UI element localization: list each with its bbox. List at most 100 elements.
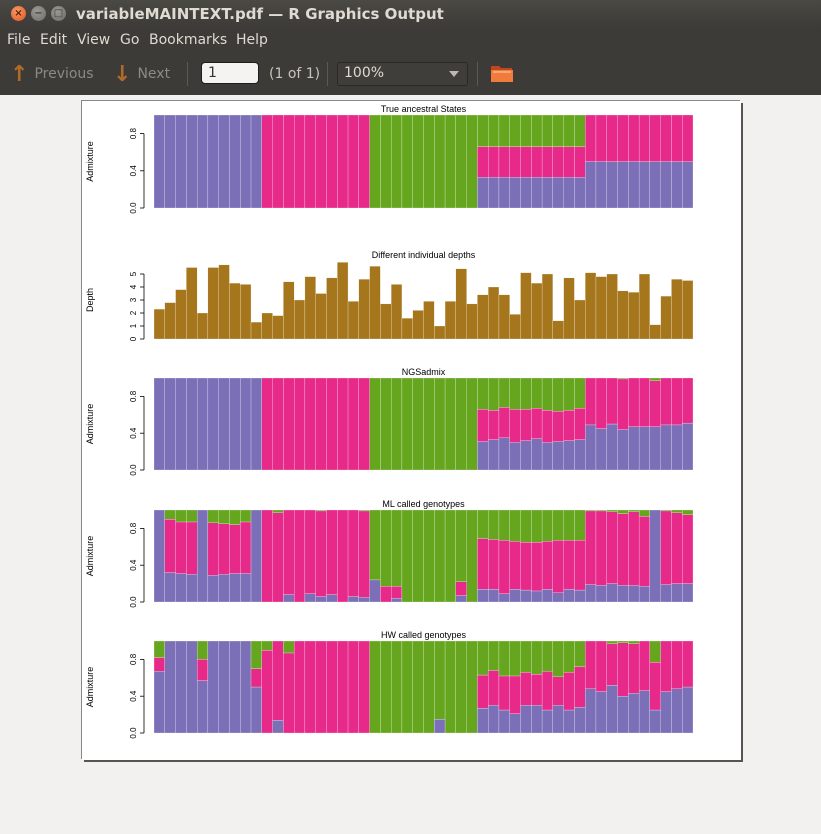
bar-segment	[552, 640, 564, 678]
bar-segment	[671, 161, 683, 209]
bar-segment	[628, 292, 640, 340]
bar-segment	[574, 540, 586, 591]
bar-segment	[541, 410, 553, 443]
chart-panel-2: Different individual depths Depth 0 1 2 3 4 5	[85, 250, 694, 341]
bar-segment	[326, 114, 338, 209]
bar-segment	[660, 691, 672, 734]
menu-edit[interactable]: Edit	[40, 32, 68, 48]
menu-view[interactable]: View	[77, 32, 111, 48]
bar-segment	[660, 161, 672, 209]
bar-segment	[272, 719, 284, 734]
y-tick-label: 0.0	[129, 727, 138, 739]
bar-segment	[444, 640, 456, 734]
open-folder-icon[interactable]	[490, 63, 514, 83]
bar-segment	[660, 584, 672, 603]
bar-segment	[207, 509, 219, 524]
menu-help[interactable]: Help	[236, 32, 268, 48]
bar-segment	[391, 640, 403, 734]
y-tick-label: 1	[129, 323, 138, 328]
bar-segment	[315, 509, 327, 512]
bar-segment	[218, 640, 230, 734]
bar-segment	[326, 640, 338, 734]
bar-segment	[531, 282, 543, 340]
bar-segment	[671, 583, 683, 603]
bar-segment	[541, 273, 553, 340]
menu-go[interactable]: Go	[120, 32, 140, 48]
chart-panel-1: True ancestral States Admixture 0.0 0.4 0.8	[85, 104, 694, 214]
bar-segment	[423, 509, 435, 603]
bar-segment	[541, 541, 553, 590]
bar-segment	[617, 290, 629, 340]
bar-segment	[477, 441, 489, 471]
chart-panel-3: NGSadmix Admixture 0.0 0.4 0.8	[85, 367, 694, 476]
bar-segment	[520, 272, 532, 340]
bar-segment	[660, 509, 672, 512]
bar-segment	[380, 509, 392, 587]
bar-segment	[498, 437, 510, 471]
bar-segment	[498, 294, 510, 340]
bar-segment	[358, 377, 370, 471]
bar-segment	[682, 583, 694, 603]
bar-segment	[628, 643, 640, 694]
zoom-select[interactable]: 100%	[337, 62, 468, 86]
bar-segment	[531, 542, 543, 592]
bar-segment	[541, 509, 553, 542]
y-tick-label: 0.8	[129, 390, 138, 402]
window-title: variableMAINTEXT.pdf — R Graphics Output	[76, 5, 444, 23]
bar-segment	[261, 650, 273, 734]
bar-segment	[606, 640, 618, 644]
bar-segment	[541, 671, 553, 711]
maximize-window-button[interactable]: □	[51, 6, 66, 21]
bar-segment	[617, 161, 629, 209]
bar-segment	[585, 509, 597, 512]
bar-segment	[401, 640, 413, 734]
bar-segment	[520, 440, 532, 471]
page-number-input[interactable]	[201, 62, 259, 84]
bar-segment	[347, 509, 359, 597]
bar-segment	[520, 114, 532, 147]
bar-segment	[617, 114, 629, 162]
bar-segment	[218, 523, 230, 575]
chart-title: True ancestral States	[381, 104, 467, 114]
bar-segment	[585, 510, 597, 585]
bar-segment	[229, 524, 241, 574]
bar-segment	[391, 377, 403, 471]
bar-segment	[509, 146, 521, 178]
bar-segment	[552, 540, 564, 593]
bar-segment	[207, 575, 219, 603]
bar-segment	[509, 509, 521, 542]
bar-segment	[218, 509, 230, 524]
bar-segment	[358, 509, 370, 512]
next-button[interactable]: ↓ Next	[113, 53, 170, 95]
bar-segment	[153, 308, 165, 340]
bar-segment	[638, 509, 651, 517]
bar-segment	[477, 294, 489, 340]
bar-segment	[488, 377, 500, 411]
bar-segment	[164, 302, 176, 340]
previous-button[interactable]: ↑ Previous	[10, 53, 94, 95]
bar-segment	[261, 377, 273, 471]
bar-segment	[488, 640, 500, 671]
bar-segment	[531, 673, 543, 706]
bar-segment	[466, 114, 478, 209]
bar-segment	[628, 426, 640, 471]
bar-segment	[509, 541, 521, 590]
bar-segment	[455, 114, 467, 209]
bar-segment	[595, 276, 607, 340]
bar-segment	[477, 509, 489, 539]
bar-segment	[434, 325, 446, 340]
bar-segment	[477, 377, 489, 410]
menu-file[interactable]: File	[7, 32, 31, 48]
y-tick-label: 0.0	[129, 464, 138, 476]
bar-segment	[682, 377, 694, 424]
bar-segment	[240, 114, 252, 209]
close-window-button[interactable]: ×	[11, 6, 26, 21]
bar-segment	[638, 114, 651, 162]
minimize-window-button[interactable]: −	[31, 6, 46, 21]
y-tick-label: 0.8	[129, 522, 138, 534]
window-titlebar: × − □ variableMAINTEXT.pdf — R Graphics …	[0, 0, 821, 28]
bar-segment	[595, 509, 607, 512]
bar-segment	[380, 640, 392, 734]
bar-segment	[358, 510, 370, 598]
menu-bookmarks[interactable]: Bookmarks	[149, 32, 228, 48]
